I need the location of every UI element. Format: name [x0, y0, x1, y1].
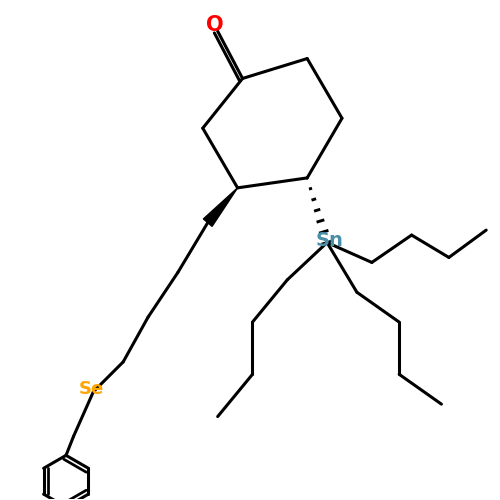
- Text: Se: Se: [78, 380, 104, 398]
- Polygon shape: [204, 188, 238, 226]
- Text: Sn: Sn: [316, 230, 344, 250]
- Text: O: O: [206, 16, 224, 36]
